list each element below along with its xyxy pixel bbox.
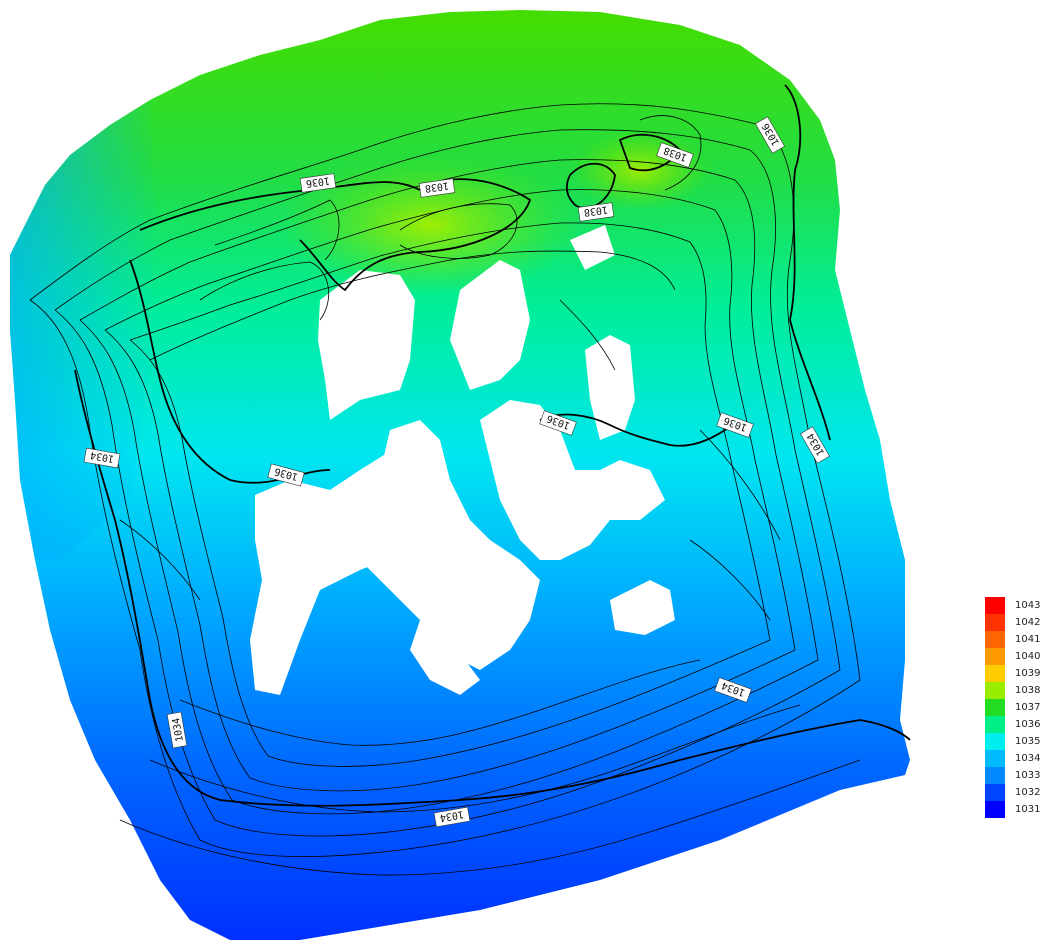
legend-row: 1036: [985, 716, 1040, 733]
legend-swatch: [985, 733, 1005, 750]
legend-row: 1035: [985, 733, 1040, 750]
legend-label: 1036: [1015, 719, 1041, 730]
contour-label: 1034: [166, 711, 188, 749]
legend-label: 1033: [1015, 770, 1041, 781]
legend-row: 1041: [985, 631, 1040, 648]
peak-highlight: [280, 155, 580, 295]
legend-label: 1039: [1015, 668, 1041, 679]
contour-label: 1036: [267, 463, 305, 487]
legend-row: 1037: [985, 699, 1040, 716]
legend-swatch: [985, 682, 1005, 699]
legend-swatch: [985, 648, 1005, 665]
survey-region: [10, 10, 910, 940]
legend-swatch: [985, 665, 1005, 682]
legend-label: 1032: [1015, 787, 1041, 798]
left-edge-shade: [10, 100, 160, 560]
legend-row: 1039: [985, 665, 1040, 682]
svg-text:1034: 1034: [171, 717, 186, 743]
legend-swatch: [985, 716, 1005, 733]
legend-label: 1035: [1015, 736, 1041, 747]
legend-swatch: [985, 631, 1005, 648]
svg-text:1034: 1034: [89, 449, 115, 464]
color-legend: 1043 1042 1041 1040 1039 1038 1037 1036 …: [985, 597, 1040, 818]
major-contours: [74, 84, 911, 807]
svg-text:1034: 1034: [439, 808, 465, 823]
contour-label-group: 1036 1038 1038 1038 1036 1036 1036 1036 …: [83, 116, 830, 828]
contour-label: 1038: [418, 178, 456, 198]
legend-label: 1031: [1015, 804, 1041, 815]
svg-text:1036: 1036: [305, 174, 330, 188]
contour-lines: [29, 103, 861, 876]
legend-label: 1043: [1015, 600, 1041, 611]
legend-row: 1034: [985, 750, 1040, 767]
legend-swatch: [985, 699, 1005, 716]
legend-row: 1040: [985, 648, 1040, 665]
contour-label: 1038: [577, 202, 615, 222]
legend-row: 1043: [985, 597, 1040, 614]
legend-swatch: [985, 614, 1005, 631]
legend-swatch: [985, 597, 1005, 614]
legend-row: 1033: [985, 767, 1040, 784]
legend-label: 1042: [1015, 617, 1041, 628]
contour-label: 1036: [299, 173, 337, 193]
legend-label: 1038: [1015, 685, 1041, 696]
contour-label: 1034: [433, 806, 471, 828]
legend-swatch: [985, 767, 1005, 784]
legend-row: 1031: [985, 801, 1040, 818]
legend-swatch: [985, 750, 1005, 767]
legend-swatch: [985, 784, 1005, 801]
legend-label: 1037: [1015, 702, 1041, 713]
legend-row: 1038: [985, 682, 1040, 699]
void-areas: [250, 225, 675, 695]
svg-text:1038: 1038: [424, 179, 449, 193]
svg-text:1038: 1038: [583, 203, 608, 217]
legend-label: 1034: [1015, 753, 1041, 764]
legend-label: 1040: [1015, 651, 1041, 662]
legend-row: 1032: [985, 784, 1040, 801]
legend-label: 1041: [1015, 634, 1041, 645]
contour-label: 1034: [83, 447, 121, 469]
legend-row: 1042: [985, 614, 1040, 631]
legend-swatch: [985, 801, 1005, 818]
